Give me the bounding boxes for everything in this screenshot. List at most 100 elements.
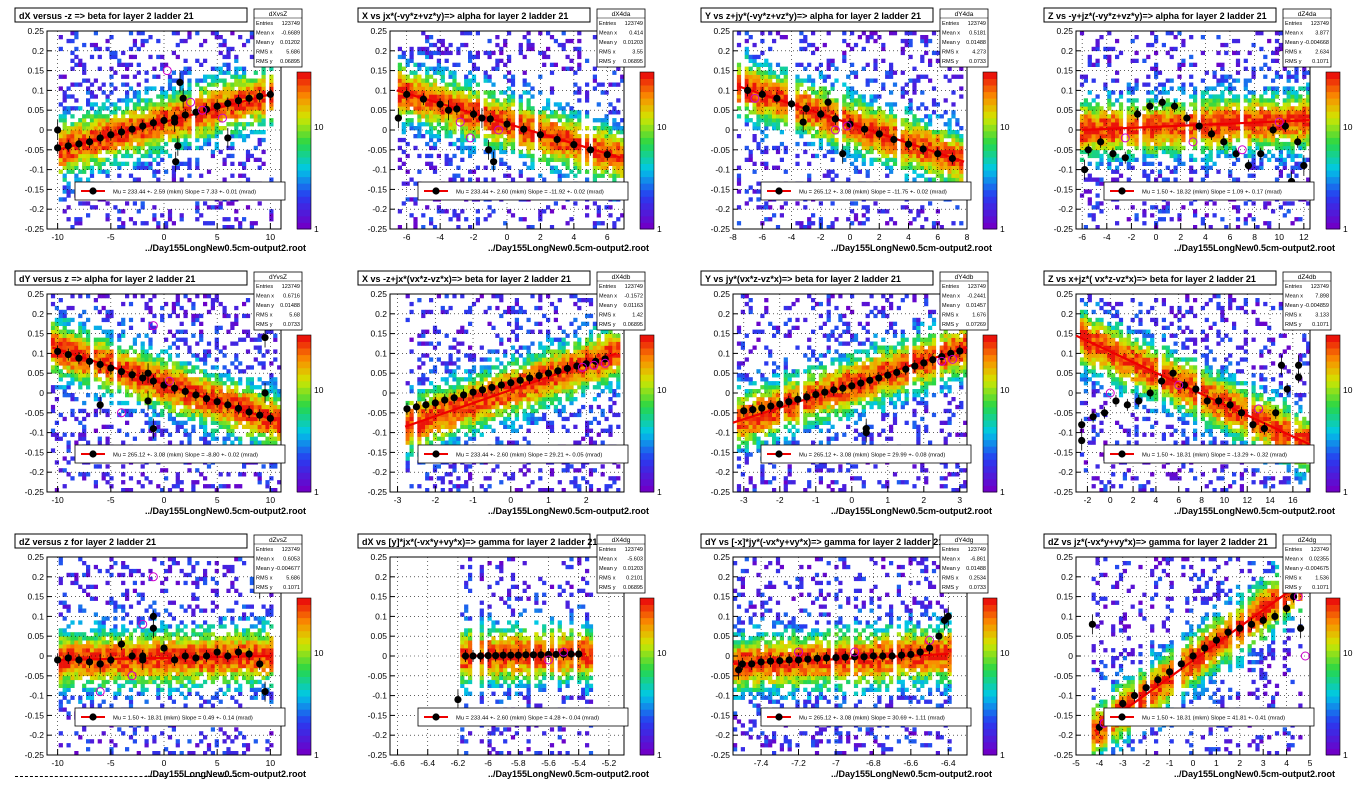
heat-cell — [230, 47, 234, 51]
heat-cell — [1244, 59, 1248, 63]
heat-cell — [59, 158, 63, 162]
heat-cell — [776, 63, 780, 67]
scale-step — [640, 151, 654, 158]
heat-cell — [885, 126, 889, 130]
heat-cell — [258, 130, 262, 134]
heat-cell — [1271, 90, 1275, 94]
heat-cell — [1213, 71, 1217, 75]
heat-cell — [1166, 114, 1170, 118]
heat-cell — [1119, 51, 1123, 55]
heat-cell — [472, 94, 476, 98]
heat-cell — [441, 86, 445, 90]
heat-cell — [577, 138, 581, 142]
heat-cell — [152, 158, 156, 162]
heat-cell — [184, 126, 188, 130]
heat-cell — [456, 86, 460, 90]
heat-cell — [223, 79, 227, 83]
heat-cell — [862, 118, 866, 122]
heat-cell — [749, 83, 753, 87]
heat-cell — [519, 51, 523, 55]
heat-cell — [1193, 158, 1197, 162]
heat-cell — [445, 209, 449, 213]
heat-cell — [456, 146, 460, 150]
heat-cell — [862, 138, 866, 142]
heat-cell — [499, 90, 503, 94]
heat-cell — [102, 162, 106, 166]
heat-cell — [269, 102, 273, 106]
heat-cell — [449, 126, 453, 130]
heat-cell — [421, 63, 425, 67]
heat-cell — [1248, 79, 1252, 83]
heat-cell — [831, 150, 835, 154]
heat-cell — [78, 83, 82, 87]
heat-cell — [90, 122, 94, 126]
heat-cell — [858, 134, 862, 138]
heat-cell — [1271, 51, 1275, 55]
scale-step — [297, 131, 311, 138]
heat-cell — [1201, 178, 1205, 182]
stats-value: 0.414 — [629, 31, 643, 37]
heat-cell — [258, 106, 262, 110]
heat-cell — [421, 51, 425, 55]
heat-cell — [195, 122, 199, 126]
heat-cell — [1228, 118, 1232, 122]
heat-cell — [1174, 35, 1178, 39]
heat-cell — [499, 146, 503, 150]
heat-cell — [1150, 130, 1154, 134]
heat-cell — [1166, 130, 1170, 134]
heat-cell — [129, 138, 133, 142]
heat-cell — [476, 83, 480, 87]
profile-point — [503, 120, 510, 127]
heat-cell — [460, 31, 464, 35]
heat-cell — [1255, 31, 1259, 35]
heat-cell — [834, 106, 838, 110]
heat-cell — [542, 154, 546, 158]
heat-cell — [195, 102, 199, 106]
heat-cell — [834, 67, 838, 71]
heat-cell — [955, 174, 959, 178]
heat-cell — [78, 130, 82, 134]
heat-cell — [250, 31, 254, 35]
heat-cell — [523, 114, 527, 118]
heat-cell — [1224, 106, 1228, 110]
heat-cell — [460, 178, 464, 182]
heat-cell — [737, 43, 741, 47]
heat-cell — [873, 118, 877, 122]
heat-cell — [745, 98, 749, 102]
heat-cell — [1146, 162, 1150, 166]
heat-cell — [184, 142, 188, 146]
color-scale: 101 — [983, 72, 1010, 234]
heat-cell — [1236, 63, 1240, 67]
heat-cell — [768, 205, 772, 209]
heat-cell — [78, 170, 82, 174]
heat-cell — [901, 86, 905, 90]
heat-cell — [881, 83, 885, 87]
heat-cell — [1096, 63, 1100, 67]
heat-cell — [425, 122, 429, 126]
heat-cell — [172, 98, 176, 102]
heat-cell — [78, 134, 82, 138]
heat-cell — [1259, 126, 1263, 130]
heat-cell — [530, 47, 534, 51]
heat-cell — [125, 138, 129, 142]
heat-cell — [215, 142, 219, 146]
heat-cell — [82, 118, 86, 122]
heat-cell — [464, 98, 468, 102]
heat-cell — [569, 118, 573, 122]
heat-cell — [924, 217, 928, 221]
heat-cell — [250, 83, 254, 87]
scale-step — [640, 209, 654, 216]
heat-cell — [449, 75, 453, 79]
scale-step — [297, 209, 311, 216]
heat-cell — [823, 90, 827, 94]
heat-cell — [125, 63, 129, 67]
heat-cell — [1209, 126, 1213, 130]
heat-cell — [511, 94, 515, 98]
heat-cell — [417, 122, 421, 126]
heat-cell — [133, 146, 137, 150]
heat-cell — [1174, 178, 1178, 182]
heat-cell — [145, 138, 149, 142]
heat-cell — [569, 150, 573, 154]
heat-cell — [180, 130, 184, 134]
heat-cell — [90, 174, 94, 178]
